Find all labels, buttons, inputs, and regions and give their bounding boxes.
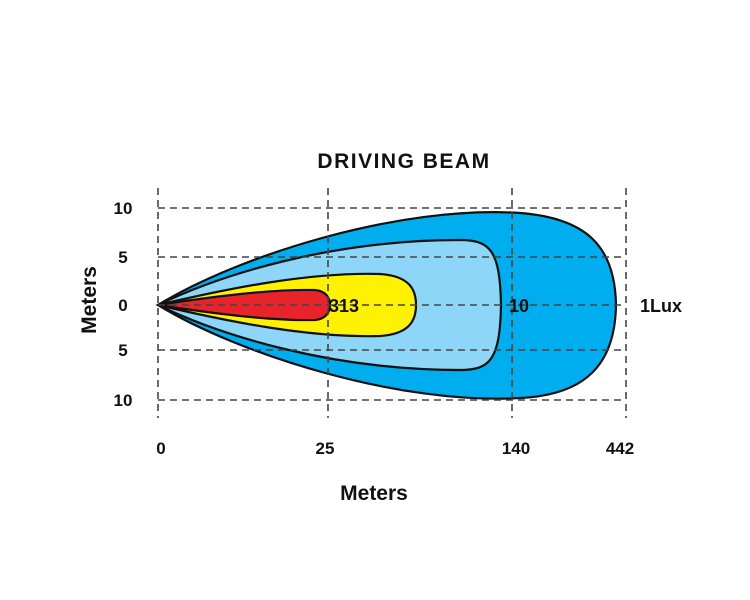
x-tick-140: 140 <box>502 439 530 458</box>
x-axis-title: Meters <box>340 482 408 505</box>
grid <box>157 188 627 418</box>
x-tick-442: 442 <box>606 439 634 458</box>
y-tick-5-bottom: 5 <box>118 341 127 360</box>
y-tick-10-bottom: 10 <box>114 391 133 410</box>
x-tick-0: 0 <box>156 439 165 458</box>
zone-label-313: 313 <box>329 296 359 316</box>
chart-title: DRIVING BEAM <box>317 150 490 173</box>
y-tick-10-top: 10 <box>114 199 133 218</box>
zone-label-1lux: 1Lux <box>640 296 682 316</box>
zone-label-10: 10 <box>509 296 529 316</box>
y-tick-0: 0 <box>118 296 127 315</box>
x-tick-25: 25 <box>316 439 335 458</box>
y-axis-title: Meters <box>78 266 101 334</box>
y-tick-5-top: 5 <box>118 248 127 267</box>
